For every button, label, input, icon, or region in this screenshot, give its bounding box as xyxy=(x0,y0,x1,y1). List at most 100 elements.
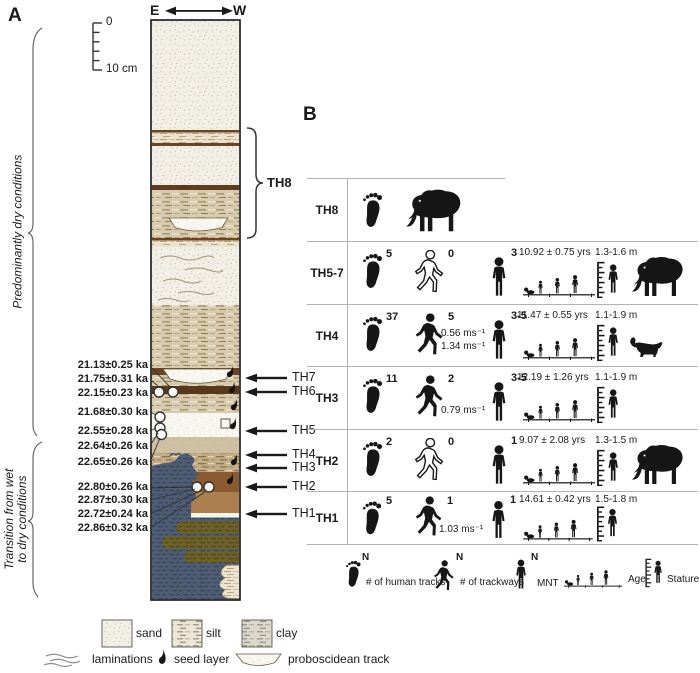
phase-label-dry: Predominantly dry conditions xyxy=(10,154,25,309)
scale-bar xyxy=(92,22,102,71)
track-count: 5 xyxy=(386,495,393,507)
row-label: TH5-7 xyxy=(310,266,344,280)
footprint-icon xyxy=(359,187,384,232)
mammoth-icon xyxy=(401,188,465,234)
marker-th5: TH5 xyxy=(292,423,316,437)
trackway-count: 1 xyxy=(447,495,454,507)
age-group-icon xyxy=(564,562,622,588)
trackway-icon xyxy=(413,438,447,482)
age-value: 11.47 ± 0.55 yrs xyxy=(517,310,588,321)
stature-value: 1.3-1.5 m xyxy=(595,435,638,446)
seed-layer-legend-icon xyxy=(158,649,166,664)
stature-icon xyxy=(594,323,622,363)
date-label: 22.65±0.26 ka xyxy=(77,456,148,468)
stature-icon xyxy=(594,260,622,300)
panel-b-label: B xyxy=(303,104,317,125)
marker-th4: TH4 xyxy=(292,447,316,461)
footprint-icon xyxy=(359,373,384,418)
lithology-legend-swatches xyxy=(101,619,273,648)
mnt-count: 3-5 xyxy=(511,310,527,322)
legend-clay-label: clay xyxy=(276,626,298,640)
n-superscript: N xyxy=(531,552,539,563)
stature-icon xyxy=(594,385,622,425)
trackway-count: 5 xyxy=(448,311,455,323)
table-row-th2: TH2 2 0 1 9.07 ± 2.08 yrs 1.3-1.5 m xyxy=(307,429,698,491)
mammoth-icon xyxy=(627,256,687,298)
footprint-icon xyxy=(359,496,383,539)
mnt-legend-label: MNT xyxy=(537,578,559,589)
dating-sample-circles xyxy=(153,386,215,493)
stature-icon xyxy=(594,505,621,543)
mnt-person-icon xyxy=(487,499,510,541)
speed-values: 1.03 ms⁻¹ xyxy=(439,524,484,535)
footprint-icon xyxy=(359,248,384,293)
mnt-person-icon xyxy=(487,318,511,362)
track-horizon-table: TH8 TH5-7 5 0 3 10.92 ± 0.75 yrs 1.3-1.6… xyxy=(307,178,698,545)
square-sample-marker xyxy=(220,418,231,429)
date-label: 21.68±0.30 ka xyxy=(77,406,148,418)
row-label: TH4 xyxy=(315,329,339,343)
stature-legend-label: Stature xyxy=(667,574,700,585)
date-label: 21.13±0.25 ka xyxy=(77,359,148,371)
age-value: 10.92 ± 0.75 yrs xyxy=(519,247,591,258)
mnt-count: 3 xyxy=(511,247,518,259)
scale-zero: 0 xyxy=(106,16,113,28)
stature-value: 1.1-1.9 m xyxy=(595,310,638,321)
track-count: 11 xyxy=(386,373,398,385)
n-superscript: N xyxy=(362,552,370,563)
age-value: 14.61 ± 0.42 yrs xyxy=(519,494,591,505)
marker-th6: TH6 xyxy=(292,384,316,398)
trackway-icon xyxy=(413,250,447,294)
track-count: 37 xyxy=(386,311,399,323)
scale-ten-cm: 10 cm xyxy=(106,63,138,75)
stature-icon xyxy=(643,557,665,589)
legend-proboscidean-track-label: proboscidean track xyxy=(288,652,390,666)
mnt-person-icon xyxy=(512,558,530,591)
date-label: 22.15±0.23 ka xyxy=(77,387,148,399)
table-row-th3: TH3 11 2 0.79 ms⁻¹ 3-5 12.19 ± 1.26 yrs … xyxy=(307,366,698,429)
mnt-count: 1 xyxy=(511,435,518,447)
footprint-icon xyxy=(359,311,384,356)
canid-icon xyxy=(627,335,664,358)
stature-value: 1.1-1.9 m xyxy=(595,372,638,383)
age-value: 12.19 ± 1.26 yrs xyxy=(517,372,589,383)
table-row-th8: TH8 xyxy=(307,178,698,241)
date-label: 22.86±0.32 ka xyxy=(77,522,148,534)
legend-seed-layer-label: seed layer xyxy=(174,652,230,666)
climate-braces xyxy=(27,27,43,598)
date-leader-lines xyxy=(149,365,206,529)
laminations-legend-icon xyxy=(43,653,81,668)
mnt-count: 3-5 xyxy=(511,372,527,384)
east-label: E xyxy=(150,2,160,18)
row-label: TH8 xyxy=(315,203,339,217)
stature-icon xyxy=(594,448,622,488)
age-group-icon xyxy=(523,453,595,485)
age-group-icon xyxy=(523,265,595,297)
human-tracks-legend-label: # of human tracks xyxy=(366,577,446,588)
phase-label-transition: Transition from wet to dry conditions xyxy=(1,468,29,570)
strat-column xyxy=(150,19,241,601)
speed-values: 0.56 ms⁻¹ 1.34 ms⁻¹ xyxy=(441,328,486,352)
trackways-legend-label: # of trackways xyxy=(460,577,524,588)
table-row-th1: TH1 5 1 1.03 ms⁻¹ 1 14.61 ± 0.42 yrs 1.5… xyxy=(307,491,698,544)
panel-a-label: A xyxy=(8,5,22,26)
date-label: 22.80±0.26 ka xyxy=(77,481,148,493)
mnt-person-icon xyxy=(487,255,511,299)
mnt-count: 1 xyxy=(510,494,517,506)
row-label: TH1 xyxy=(315,511,339,525)
speed-values: 0.79 ms⁻¹ xyxy=(441,405,486,416)
horizon-arrows xyxy=(245,373,287,519)
table-row-th5-7: TH5-7 5 0 3 10.92 ± 0.75 yrs 1.3-1.6 m xyxy=(307,241,698,304)
age-group-icon xyxy=(523,328,595,360)
trackway-count: 0 xyxy=(448,436,455,448)
legend-laminations-label: laminations xyxy=(92,652,153,666)
date-label: 22.64±0.26 ka xyxy=(77,440,148,452)
age-legend-label: Age xyxy=(628,574,646,585)
footprint-icon xyxy=(343,557,362,590)
track-count: 2 xyxy=(386,436,393,448)
mammoth-icon xyxy=(627,444,687,486)
orientation-arrow xyxy=(165,6,233,16)
th8-bracket-label: TH8 xyxy=(267,175,292,190)
